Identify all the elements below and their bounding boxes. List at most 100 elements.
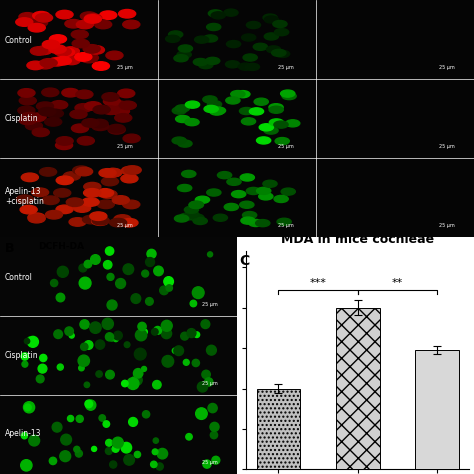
Text: 25 μm: 25 μm xyxy=(278,144,294,148)
Circle shape xyxy=(187,328,196,337)
Circle shape xyxy=(194,332,200,337)
Circle shape xyxy=(195,196,210,203)
Circle shape xyxy=(113,337,118,342)
Circle shape xyxy=(106,51,123,60)
Text: Control: Control xyxy=(5,273,33,282)
Circle shape xyxy=(104,168,121,177)
Circle shape xyxy=(21,112,38,121)
Circle shape xyxy=(153,381,161,389)
Circle shape xyxy=(21,173,38,182)
Circle shape xyxy=(18,106,35,115)
Circle shape xyxy=(108,106,125,114)
Circle shape xyxy=(203,96,217,103)
Circle shape xyxy=(62,89,79,97)
Circle shape xyxy=(193,58,208,65)
Circle shape xyxy=(28,23,46,32)
Circle shape xyxy=(24,401,35,413)
Circle shape xyxy=(193,218,207,225)
Circle shape xyxy=(103,261,112,269)
Circle shape xyxy=(114,215,131,223)
Circle shape xyxy=(174,346,183,356)
Circle shape xyxy=(73,166,90,174)
Circle shape xyxy=(56,10,73,19)
Circle shape xyxy=(65,19,82,28)
Circle shape xyxy=(54,189,71,197)
Circle shape xyxy=(95,20,112,29)
Circle shape xyxy=(172,137,186,144)
Circle shape xyxy=(114,331,122,340)
Circle shape xyxy=(106,439,112,446)
Circle shape xyxy=(75,104,92,112)
Circle shape xyxy=(243,211,257,219)
Circle shape xyxy=(162,356,173,367)
Circle shape xyxy=(142,366,146,371)
Circle shape xyxy=(127,378,139,390)
Circle shape xyxy=(36,375,44,383)
Circle shape xyxy=(210,431,218,439)
Circle shape xyxy=(224,203,238,210)
Circle shape xyxy=(161,328,172,338)
Text: 25 μm: 25 μm xyxy=(278,64,294,70)
Circle shape xyxy=(81,343,88,350)
Circle shape xyxy=(61,434,72,445)
Circle shape xyxy=(190,300,197,307)
Circle shape xyxy=(160,286,168,295)
Circle shape xyxy=(189,201,203,209)
Circle shape xyxy=(282,92,296,100)
Circle shape xyxy=(177,51,191,58)
Circle shape xyxy=(85,102,102,110)
Circle shape xyxy=(212,456,220,464)
Circle shape xyxy=(97,200,114,209)
Circle shape xyxy=(154,327,162,334)
Circle shape xyxy=(63,56,80,64)
Circle shape xyxy=(97,189,114,197)
Circle shape xyxy=(112,437,123,448)
Circle shape xyxy=(116,279,126,289)
Circle shape xyxy=(157,448,168,459)
Circle shape xyxy=(206,57,220,64)
Circle shape xyxy=(46,109,64,118)
Circle shape xyxy=(275,50,290,57)
Circle shape xyxy=(231,91,245,98)
Circle shape xyxy=(239,108,254,115)
Circle shape xyxy=(19,96,36,105)
Circle shape xyxy=(210,422,219,431)
Circle shape xyxy=(213,214,228,221)
Circle shape xyxy=(30,47,47,55)
Circle shape xyxy=(124,455,135,465)
Circle shape xyxy=(54,56,71,65)
Circle shape xyxy=(131,294,141,303)
Circle shape xyxy=(84,260,91,268)
Circle shape xyxy=(21,15,38,24)
Circle shape xyxy=(146,257,155,266)
Circle shape xyxy=(269,119,283,126)
Circle shape xyxy=(36,60,54,69)
Text: **: ** xyxy=(392,278,403,288)
Circle shape xyxy=(211,12,226,19)
Circle shape xyxy=(100,11,117,19)
Circle shape xyxy=(33,11,50,20)
Circle shape xyxy=(24,338,30,344)
Circle shape xyxy=(143,410,150,418)
Circle shape xyxy=(55,141,73,150)
Circle shape xyxy=(26,121,43,130)
Circle shape xyxy=(192,359,200,366)
Circle shape xyxy=(54,330,63,338)
Circle shape xyxy=(75,450,82,457)
Circle shape xyxy=(56,176,73,184)
Circle shape xyxy=(249,219,263,227)
Circle shape xyxy=(172,107,186,114)
Circle shape xyxy=(85,14,102,22)
Circle shape xyxy=(103,421,109,427)
Circle shape xyxy=(102,318,113,329)
Circle shape xyxy=(16,18,33,27)
Circle shape xyxy=(72,124,89,133)
Circle shape xyxy=(186,434,192,440)
Circle shape xyxy=(121,174,138,183)
Circle shape xyxy=(112,196,129,204)
Circle shape xyxy=(91,447,97,451)
Circle shape xyxy=(123,200,140,209)
Circle shape xyxy=(241,118,255,125)
Circle shape xyxy=(80,320,89,329)
Circle shape xyxy=(46,210,63,219)
